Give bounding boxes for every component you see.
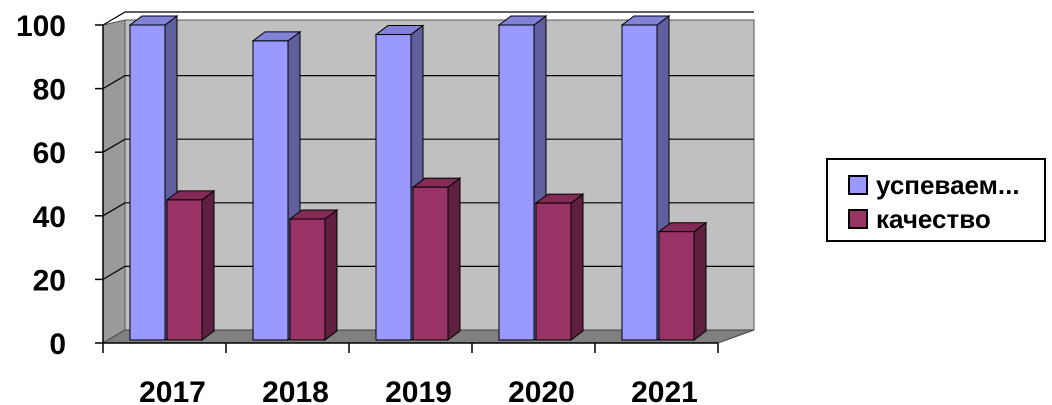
bar-side bbox=[447, 177, 461, 341]
bars bbox=[128, 15, 708, 341]
x-category-label: 2018 bbox=[262, 376, 329, 405]
bar-front bbox=[621, 24, 658, 341]
bar-качество-2020 bbox=[534, 193, 585, 341]
bar-side bbox=[201, 189, 215, 341]
bar-качество-2021 bbox=[657, 221, 708, 341]
y-tick-label: 40 bbox=[33, 201, 66, 234]
bar-front bbox=[658, 231, 695, 341]
legend-item-uspevaemost: успеваем... bbox=[848, 168, 1020, 202]
x-category-label: 2019 bbox=[385, 376, 452, 405]
y-tick-label: 20 bbox=[33, 264, 66, 297]
x-category-label: 2020 bbox=[508, 376, 575, 405]
bar-front bbox=[412, 186, 449, 341]
y-tick-label: 0 bbox=[49, 328, 66, 361]
bar-качество-2019 bbox=[411, 177, 462, 341]
y-tick-label: 60 bbox=[33, 137, 66, 170]
bar-front bbox=[289, 218, 326, 341]
legend-label-kachestvo: качество bbox=[876, 203, 991, 234]
bar-front bbox=[252, 40, 289, 341]
y-tick-label: 80 bbox=[33, 74, 66, 107]
bar-side bbox=[693, 221, 707, 341]
bar-side bbox=[324, 208, 338, 341]
legend-swatch-uspevaemost bbox=[848, 175, 868, 195]
legend-swatch-kachestvo bbox=[848, 209, 868, 229]
x-category-label: 2017 bbox=[139, 376, 206, 405]
legend-label-uspevaemost: успеваем... bbox=[876, 169, 1020, 200]
side-wall bbox=[102, 19, 126, 344]
bar-front bbox=[166, 199, 203, 341]
legend-item-kachestvo: качество bbox=[848, 202, 991, 236]
axes bbox=[95, 24, 719, 353]
bar-качество-2018 bbox=[288, 208, 339, 341]
axis-labels: 0 20 40 60 80 100 2017 2018 2019 2020 2021 bbox=[16, 10, 698, 405]
bar-front bbox=[129, 24, 166, 341]
legend: успеваем... качество bbox=[826, 158, 1046, 242]
bar-front bbox=[498, 24, 535, 341]
bar-side bbox=[570, 193, 584, 341]
bar-front bbox=[535, 202, 572, 341]
x-category-label: 2021 bbox=[631, 376, 698, 405]
y-tick-label: 100 bbox=[16, 10, 66, 43]
bar-качество-2017 bbox=[165, 189, 216, 341]
bar-успеваем...-2019 bbox=[374, 24, 425, 341]
gridline bbox=[102, 11, 754, 26]
bar-front bbox=[375, 34, 412, 341]
